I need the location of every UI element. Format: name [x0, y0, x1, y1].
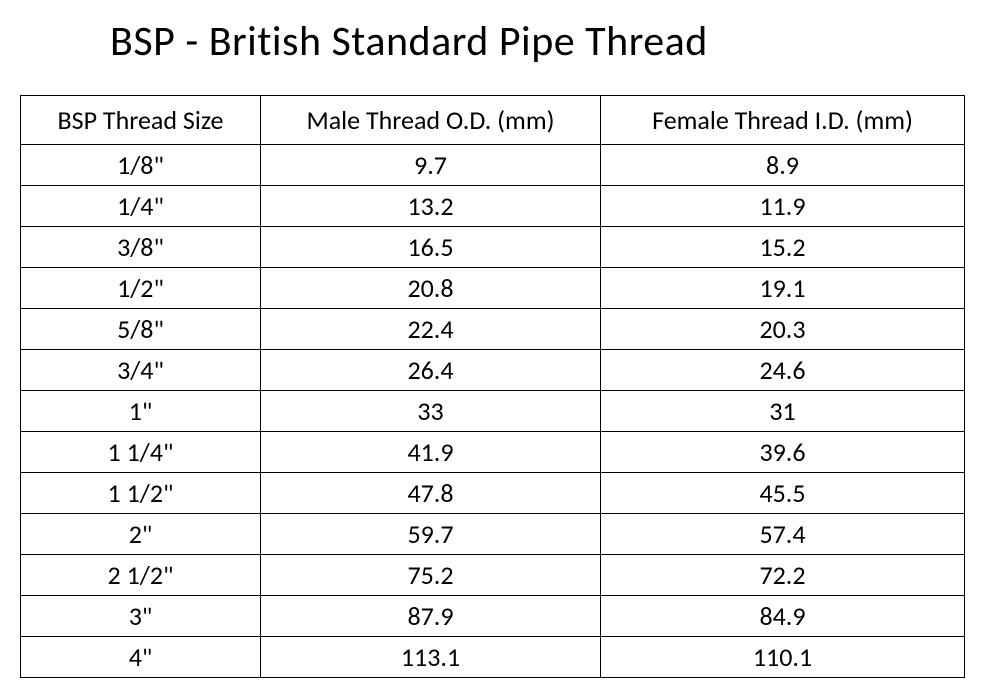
cell-male-od: 47.8 — [261, 473, 601, 514]
cell-female-id: 57.4 — [601, 514, 965, 555]
col-header-female-id: Female Thread I.D. (mm) — [601, 96, 965, 145]
cell-male-od: 26.4 — [261, 350, 601, 391]
cell-female-id: 110.1 — [601, 637, 965, 678]
cell-male-od: 9.7 — [261, 145, 601, 186]
cell-female-id: 11.9 — [601, 186, 965, 227]
cell-female-id: 31 — [601, 391, 965, 432]
cell-female-id: 84.9 — [601, 596, 965, 637]
cell-size: 2 1/2" — [21, 555, 261, 596]
table-row: 5/8" 22.4 20.3 — [21, 309, 965, 350]
cell-male-od: 41.9 — [261, 432, 601, 473]
bsp-thread-table: BSP Thread Size Male Thread O.D. (mm) Fe… — [20, 95, 965, 678]
cell-size: 3" — [21, 596, 261, 637]
cell-male-od: 59.7 — [261, 514, 601, 555]
cell-female-id: 72.2 — [601, 555, 965, 596]
cell-male-od: 16.5 — [261, 227, 601, 268]
cell-female-id: 39.6 — [601, 432, 965, 473]
cell-size: 3/4" — [21, 350, 261, 391]
cell-male-od: 87.9 — [261, 596, 601, 637]
cell-size: 1/2" — [21, 268, 261, 309]
col-header-male-od: Male Thread O.D. (mm) — [261, 96, 601, 145]
cell-size: 1" — [21, 391, 261, 432]
cell-size: 1 1/2" — [21, 473, 261, 514]
cell-size: 3/8" — [21, 227, 261, 268]
cell-female-id: 20.3 — [601, 309, 965, 350]
cell-female-id: 8.9 — [601, 145, 965, 186]
table-row: 3/8" 16.5 15.2 — [21, 227, 965, 268]
cell-male-od: 33 — [261, 391, 601, 432]
cell-male-od: 20.8 — [261, 268, 601, 309]
table-row: 3" 87.9 84.9 — [21, 596, 965, 637]
table-row: 1/2" 20.8 19.1 — [21, 268, 965, 309]
cell-size: 1/8" — [21, 145, 261, 186]
table-row: 2 1/2" 75.2 72.2 — [21, 555, 965, 596]
table-row: 1/8" 9.7 8.9 — [21, 145, 965, 186]
cell-size: 4" — [21, 637, 261, 678]
cell-male-od: 75.2 — [261, 555, 601, 596]
cell-female-id: 45.5 — [601, 473, 965, 514]
cell-female-id: 19.1 — [601, 268, 965, 309]
cell-male-od: 113.1 — [261, 637, 601, 678]
table-row: 2" 59.7 57.4 — [21, 514, 965, 555]
cell-male-od: 22.4 — [261, 309, 601, 350]
cell-size: 2" — [21, 514, 261, 555]
cell-size: 1 1/4" — [21, 432, 261, 473]
cell-female-id: 15.2 — [601, 227, 965, 268]
page-title: BSP - British Standard Pipe Thread — [110, 16, 964, 67]
table-row: 4" 113.1 110.1 — [21, 637, 965, 678]
cell-size: 1/4" — [21, 186, 261, 227]
table-row: 1/4" 13.2 11.9 — [21, 186, 965, 227]
cell-size: 5/8" — [21, 309, 261, 350]
table-row: 1 1/2" 47.8 45.5 — [21, 473, 965, 514]
cell-female-id: 24.6 — [601, 350, 965, 391]
col-header-size: BSP Thread Size — [21, 96, 261, 145]
table-header-row: BSP Thread Size Male Thread O.D. (mm) Fe… — [21, 96, 965, 145]
page: BSP - British Standard Pipe Thread BSP T… — [0, 0, 984, 678]
table-row: 3/4" 26.4 24.6 — [21, 350, 965, 391]
table-row: 1" 33 31 — [21, 391, 965, 432]
cell-male-od: 13.2 — [261, 186, 601, 227]
table-row: 1 1/4" 41.9 39.6 — [21, 432, 965, 473]
